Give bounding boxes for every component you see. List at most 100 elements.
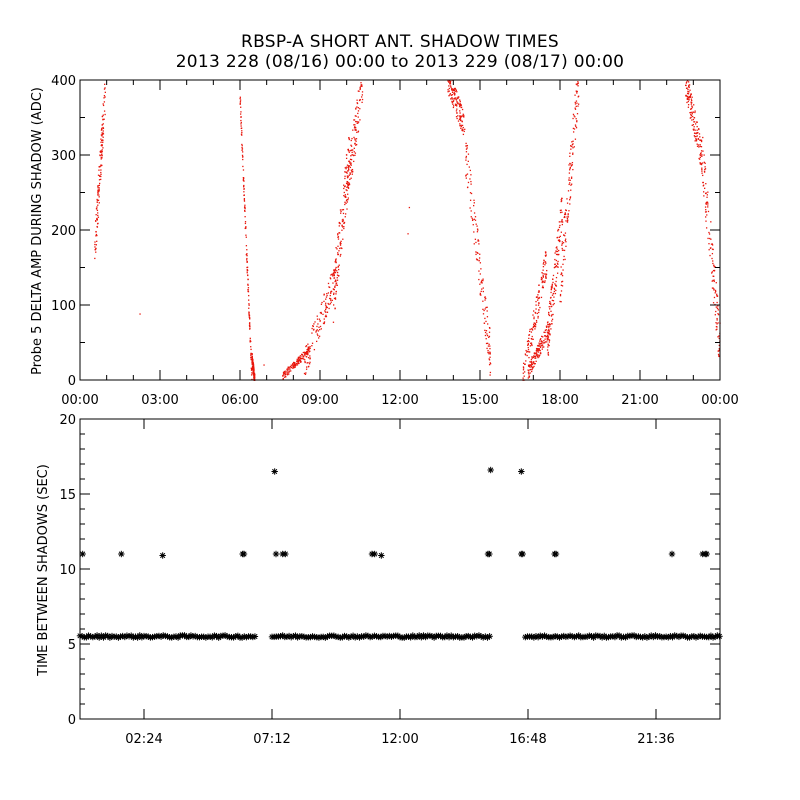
amp-point xyxy=(347,149,349,151)
amp-point xyxy=(554,292,557,295)
chart-subtitle: 2013 228 (08/16) 00:00 to 2013 229 (08/1… xyxy=(175,52,625,72)
amp-point xyxy=(311,345,313,347)
amp-point xyxy=(688,86,690,89)
amp-point xyxy=(333,271,335,274)
amp-point xyxy=(546,322,549,324)
amp-point xyxy=(559,293,562,296)
amp-point xyxy=(101,149,103,151)
amp-point xyxy=(718,344,720,347)
amp-point xyxy=(566,198,568,200)
amp-point xyxy=(459,115,462,117)
amp-point xyxy=(339,244,342,246)
amp-point xyxy=(304,361,306,364)
amp-point xyxy=(562,249,564,251)
amp-point xyxy=(240,106,242,108)
amp-point xyxy=(532,338,534,340)
amp-point xyxy=(561,197,563,200)
amp-point xyxy=(461,108,464,111)
amp-point xyxy=(339,222,341,225)
amp-point xyxy=(689,94,692,96)
amp-point xyxy=(286,371,289,373)
amp-point xyxy=(352,149,354,151)
amp-point xyxy=(561,247,563,250)
amp-point xyxy=(96,223,99,225)
amp-point xyxy=(325,314,327,316)
amp-point xyxy=(94,248,97,251)
amp-point xyxy=(570,148,572,150)
amp-point xyxy=(548,339,551,341)
amp-point xyxy=(561,219,563,221)
amp-point xyxy=(558,253,560,256)
amp-point xyxy=(96,198,98,201)
amp-point xyxy=(688,91,690,93)
amp-point xyxy=(478,257,481,259)
amp-point xyxy=(244,210,246,213)
amp-point xyxy=(344,213,347,215)
amp-point xyxy=(103,110,106,112)
amp-point xyxy=(336,270,338,272)
amp-point xyxy=(690,93,692,95)
amp-point xyxy=(489,362,491,364)
amp-point xyxy=(694,111,696,114)
amp-point xyxy=(537,294,539,296)
gap-x-tick-label: 02:24 xyxy=(125,732,162,747)
amp-point xyxy=(247,284,249,286)
amp-point xyxy=(247,287,250,289)
amp-point xyxy=(712,275,714,277)
amp-point xyxy=(533,310,535,312)
amp-point xyxy=(241,130,243,132)
amp-point xyxy=(339,243,341,245)
amp-point xyxy=(102,126,104,129)
amp-point xyxy=(454,93,456,95)
amp-point xyxy=(465,145,467,147)
amp-point xyxy=(454,90,456,93)
amp-point xyxy=(572,153,574,155)
amp-point xyxy=(303,372,306,375)
gap-x-tick-label: 21:36 xyxy=(637,732,674,747)
amp-point xyxy=(253,376,255,378)
amp-point xyxy=(531,366,533,369)
amp-point xyxy=(456,112,458,114)
amp-point xyxy=(320,311,322,314)
amp-point xyxy=(708,243,710,245)
amp-point xyxy=(323,294,325,296)
amp-point xyxy=(248,316,251,319)
amp-point xyxy=(244,206,246,209)
amp-point xyxy=(716,295,718,297)
amp-point xyxy=(336,277,338,279)
amp-point xyxy=(325,302,327,304)
amp-point xyxy=(243,194,246,196)
amp-point xyxy=(354,129,356,131)
amp-point xyxy=(567,213,569,215)
amp-point xyxy=(565,220,567,222)
amp-point xyxy=(547,335,549,337)
amp-point xyxy=(284,370,286,373)
amp-point xyxy=(522,362,525,364)
amp-point xyxy=(539,340,541,342)
amp-point xyxy=(687,104,690,106)
amp-point xyxy=(335,293,337,295)
amp-point xyxy=(489,374,491,376)
amp-point xyxy=(539,306,541,309)
amp-point xyxy=(551,286,553,288)
amp-point xyxy=(543,335,546,337)
amp-point xyxy=(351,149,353,151)
amp-point xyxy=(451,93,453,96)
amp-point xyxy=(530,361,533,363)
amp-point xyxy=(352,129,354,131)
amp-point xyxy=(97,185,99,187)
gap-point xyxy=(668,550,676,558)
amp-point xyxy=(309,347,311,350)
amp-point xyxy=(95,233,98,236)
amp-point xyxy=(715,290,717,293)
amp-point xyxy=(541,272,543,274)
amp-point xyxy=(533,323,535,326)
amp-point xyxy=(564,258,566,261)
amp-point xyxy=(701,172,703,174)
amp-point xyxy=(575,125,577,128)
amp-point xyxy=(96,225,98,228)
amp-point xyxy=(480,280,483,283)
amp-point xyxy=(457,97,459,99)
amp-point xyxy=(287,366,289,369)
amp-point xyxy=(330,301,332,303)
